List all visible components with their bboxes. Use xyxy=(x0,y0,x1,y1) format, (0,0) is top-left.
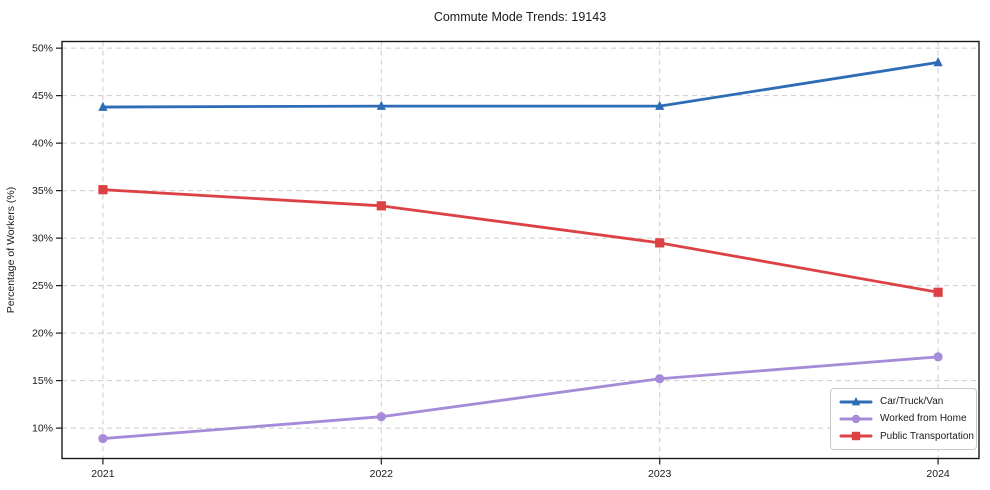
y-tick-label: 35% xyxy=(32,185,53,197)
series-line xyxy=(101,355,940,440)
x-tick-label: 2022 xyxy=(370,468,394,480)
series-car-truck-van xyxy=(98,56,943,111)
chart-title: Commute Mode Trends: 19143 xyxy=(434,10,606,24)
triangle-marker xyxy=(933,56,943,67)
y-tick-label: 25% xyxy=(32,280,53,292)
data-series xyxy=(98,56,943,444)
series-line xyxy=(101,188,940,294)
circle-marker xyxy=(851,414,861,424)
triangle-marker xyxy=(655,100,665,110)
axis-tick-labels: 10% 15% 20% 25% 30% 35% 40% 45% 50% 2021 2022 2023 2… xyxy=(32,43,950,480)
axes-spines xyxy=(61,40,980,460)
triangle-marker xyxy=(98,101,108,111)
x-tick-label: 2024 xyxy=(926,468,950,480)
legend-label: Worked from Home xyxy=(880,413,967,425)
y-tick-label: 50% xyxy=(32,43,53,55)
triangle-marker xyxy=(376,100,386,110)
square-marker xyxy=(933,287,943,297)
legend-item-worked-from-home: Worked from Home xyxy=(839,410,968,427)
square-marker xyxy=(98,185,108,195)
public-transportation-line-icon xyxy=(839,429,873,443)
circle-marker xyxy=(376,412,386,422)
chart-legend: Car/Truck/Van Worked from Home Public Tr… xyxy=(830,388,977,450)
circle-marker xyxy=(655,374,665,384)
plot-border xyxy=(61,40,980,460)
car-truck-van-line-icon xyxy=(839,395,873,409)
series-worked-from-home xyxy=(98,352,943,444)
triangle-marker xyxy=(851,396,861,406)
square-marker xyxy=(376,201,386,211)
x-tick-label: 2023 xyxy=(648,468,672,480)
gridlines xyxy=(62,41,979,459)
square-marker xyxy=(655,238,665,248)
axis-ticks xyxy=(56,47,939,465)
series-public-transportation xyxy=(98,185,943,297)
square-marker xyxy=(851,432,861,441)
circle-marker xyxy=(933,352,943,362)
y-tick-label: 10% xyxy=(32,423,53,435)
y-tick-label: 20% xyxy=(32,328,53,340)
worked-from-home-line-icon xyxy=(839,412,873,426)
x-tick-label: 2021 xyxy=(91,468,115,480)
y-tick-label: 45% xyxy=(32,90,53,102)
legend-label: Car/Truck/Van xyxy=(880,396,944,408)
legend-label: Public Transportation xyxy=(880,430,974,442)
circle-marker xyxy=(98,433,108,444)
legend-item-public-transportation: Public Transportation xyxy=(839,428,974,445)
y-axis-label: Percentage of Workers (%) xyxy=(5,187,17,313)
y-tick-label: 30% xyxy=(32,233,53,245)
y-tick-label: 40% xyxy=(32,138,53,150)
series-line xyxy=(101,60,940,109)
legend-item-car-truck-van: Car/Truck/Van xyxy=(839,393,968,410)
y-tick-label: 15% xyxy=(32,375,53,387)
